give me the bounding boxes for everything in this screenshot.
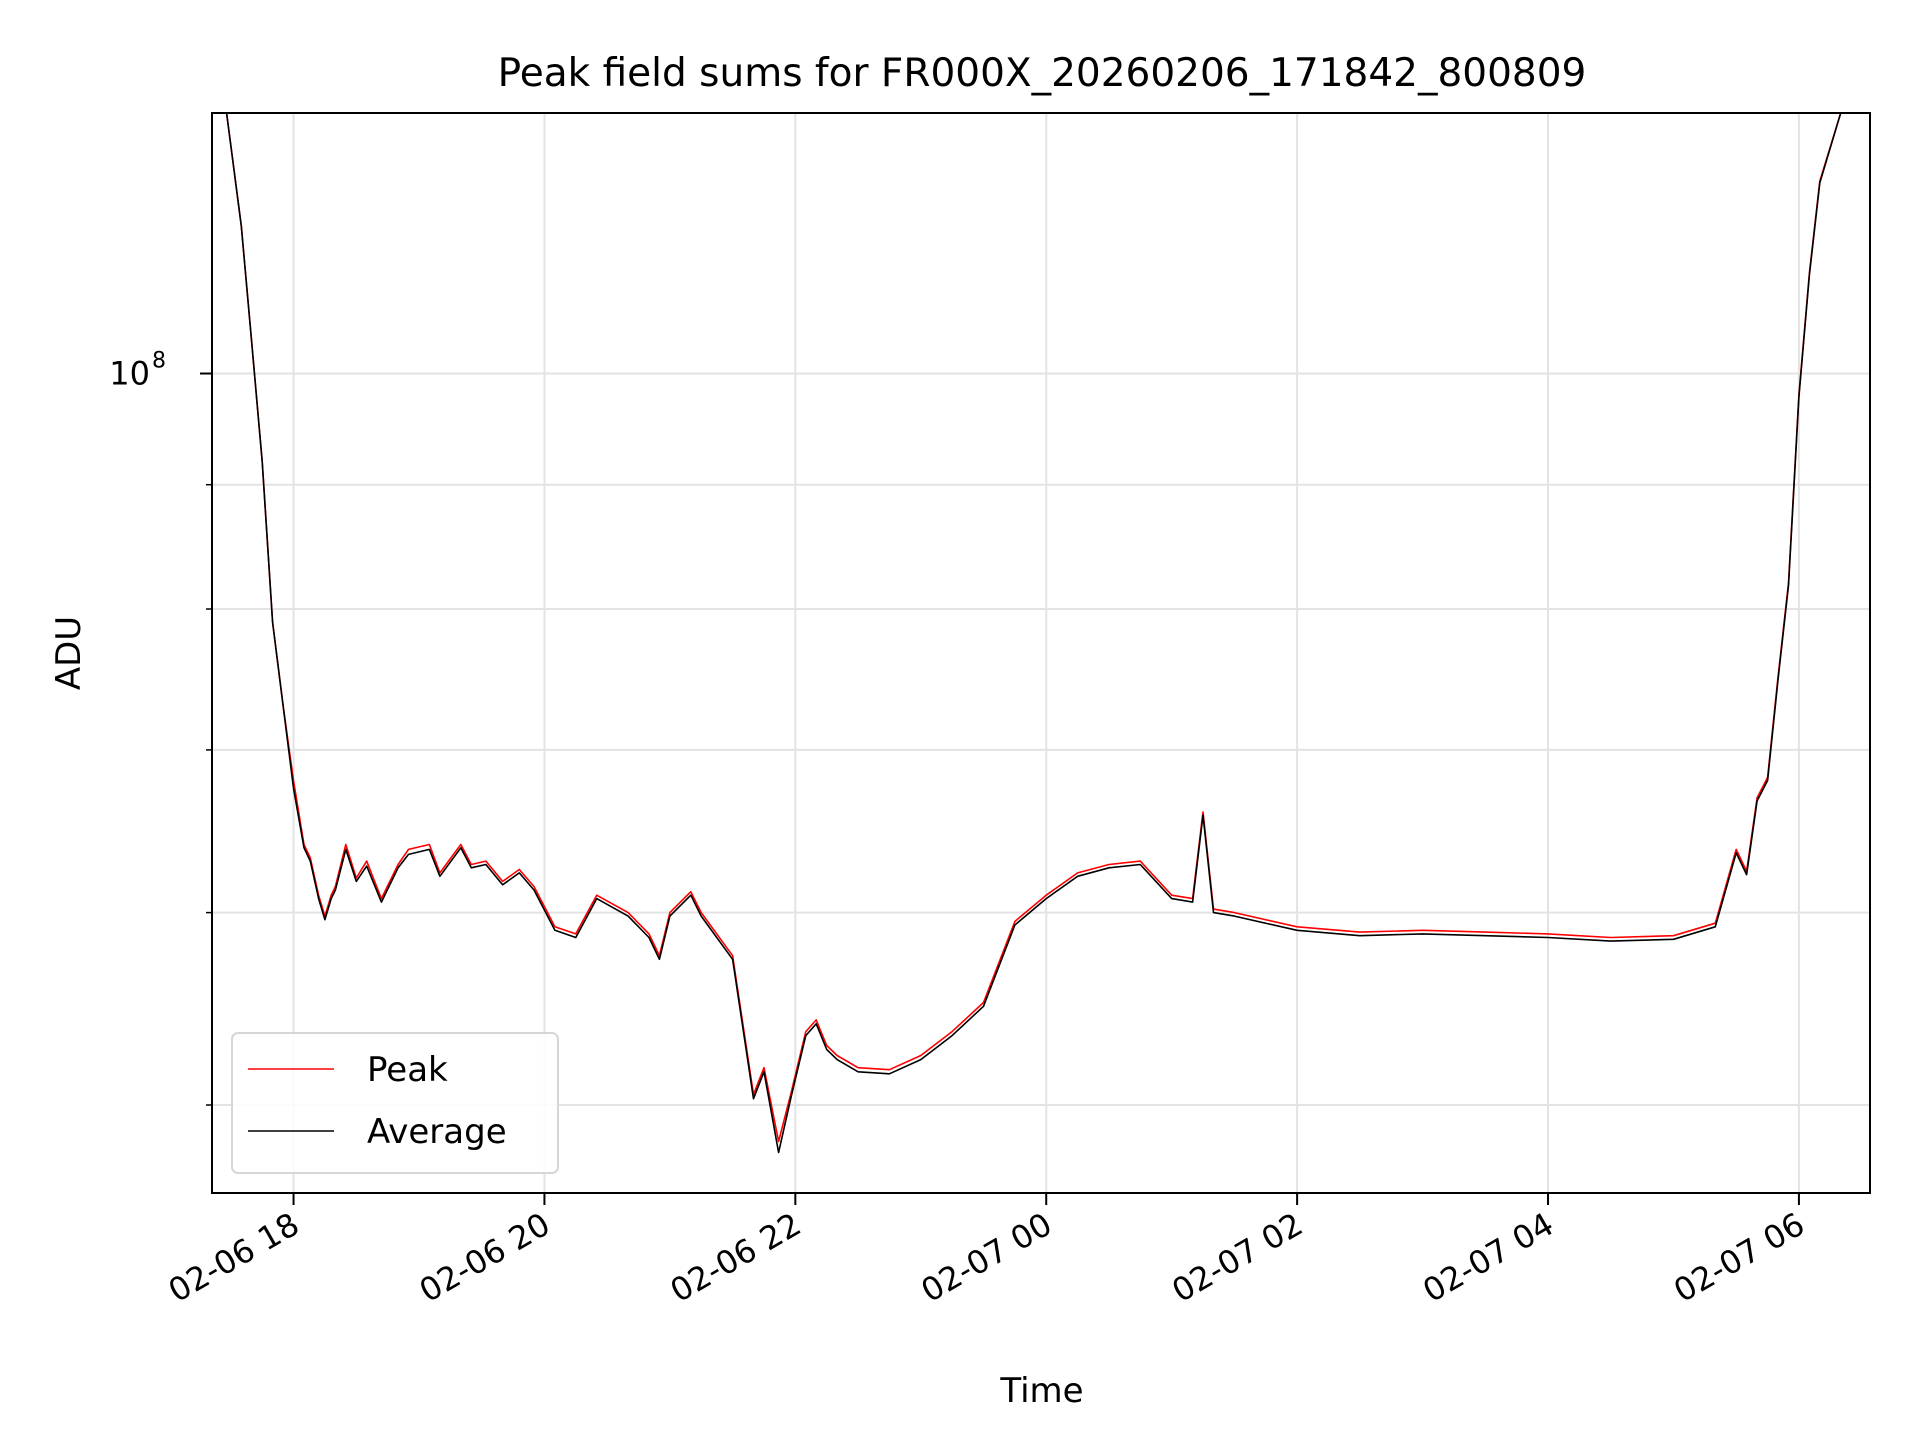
plot-frame — [211, 112, 1871, 1194]
series-line-peak — [225, 113, 1842, 1143]
y-tick-label-exponent: 8 — [152, 349, 166, 374]
chart-title: Peak field sums for FR000X_20260206_1718… — [498, 51, 1587, 96]
legend-label-average: Average — [367, 1112, 507, 1152]
legend-label-peak: Peak — [367, 1050, 448, 1090]
series-layer — [225, 113, 1842, 1154]
y-axis-label: ADU — [49, 616, 89, 690]
series-line-average — [225, 113, 1842, 1154]
legend-box — [231, 1032, 559, 1174]
y-tick-label: 10 — [109, 355, 150, 393]
legend: Peak Average — [231, 1032, 559, 1174]
x-axis-label: Time — [999, 1371, 1083, 1411]
